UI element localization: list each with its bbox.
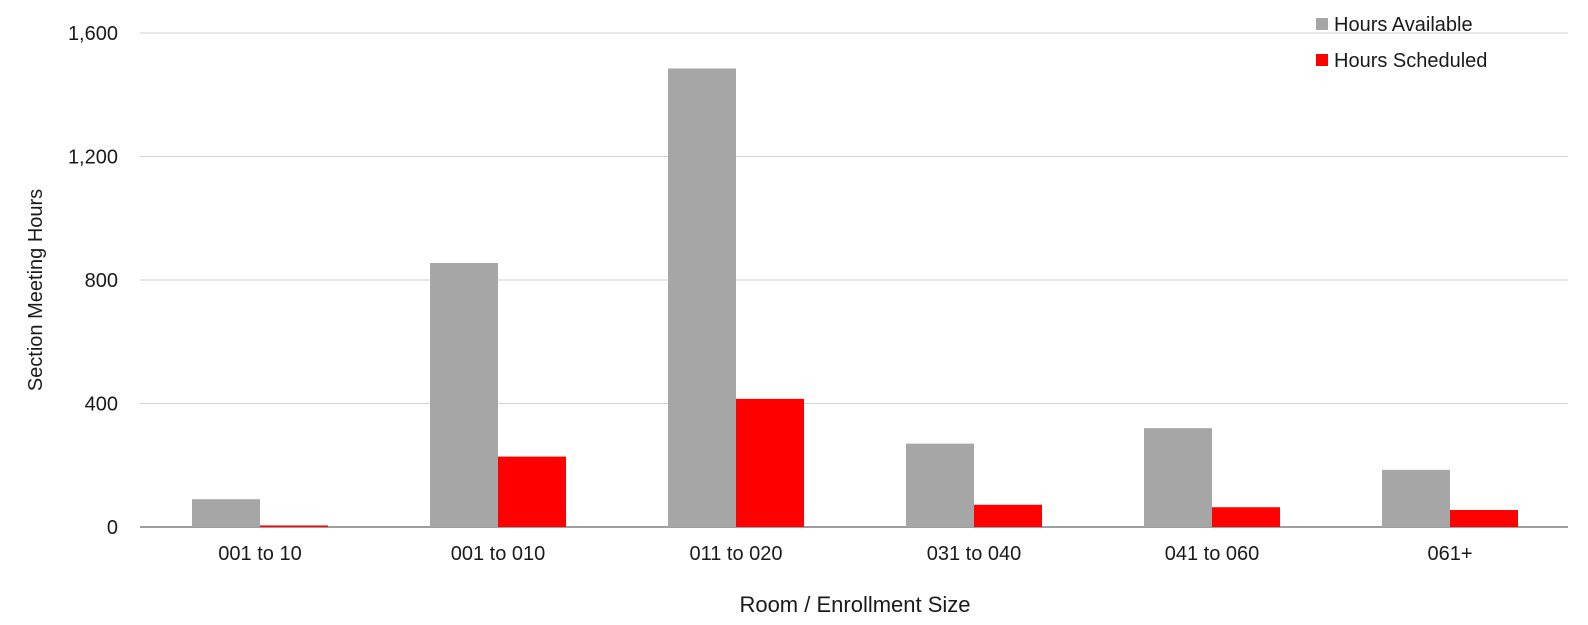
bar-hours-available (192, 499, 260, 527)
x-tick-label: 061+ (1427, 543, 1472, 565)
y-axis-title: Section Meeting Hours (25, 189, 47, 391)
y-tick-label: 400 (85, 394, 118, 416)
x-tick-label: 001 to 010 (451, 543, 546, 565)
y-tick-label: 1,600 (68, 23, 118, 45)
bar-hours-available (1382, 469, 1450, 527)
y-tick-label: 0 (107, 517, 118, 539)
legend: Hours Available Hours Scheduled (1316, 14, 1487, 72)
axes: 0 400 800 1,200 1,600 001 to 10 001 to 010 011 … (68, 23, 1473, 565)
bar-hours-available (1144, 428, 1212, 527)
bar-hours-scheduled (260, 525, 328, 527)
x-tick-label: 001 to 10 (218, 543, 301, 565)
bar-hours-available (906, 443, 974, 527)
bar-hours-scheduled (974, 504, 1042, 527)
x-tick-label: 011 to 020 (689, 543, 782, 565)
legend-swatch (1316, 18, 1328, 30)
x-tick-label: 031 to 040 (927, 543, 1022, 565)
bar-hours-scheduled (1212, 507, 1280, 527)
bars (192, 68, 1518, 527)
x-tick-label: 041 to 060 (1165, 543, 1260, 565)
bar-hours-available (430, 263, 498, 527)
gridlines (140, 32, 1568, 528)
bar-hours-available (668, 68, 736, 527)
bar-hours-scheduled (1450, 510, 1518, 527)
x-axis-title: Room / Enrollment Size (739, 592, 970, 617)
legend-label: Hours Available (1334, 14, 1473, 36)
y-tick-label: 1,200 (68, 147, 118, 169)
bar-hours-scheduled (498, 456, 566, 527)
y-tick-label: 800 (85, 270, 118, 292)
legend-label: Hours Scheduled (1334, 50, 1487, 72)
bar-hours-scheduled (736, 398, 804, 527)
legend-swatch (1316, 54, 1328, 66)
